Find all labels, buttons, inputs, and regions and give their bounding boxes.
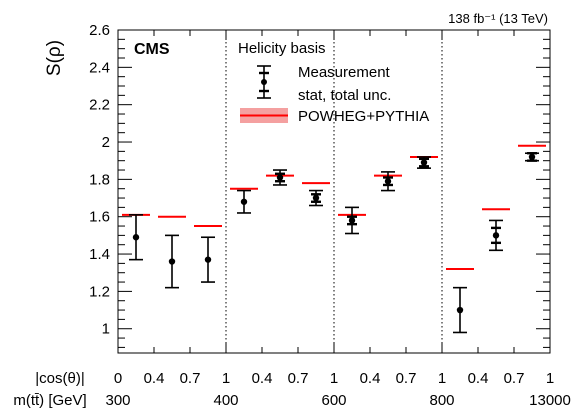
mass-edge-label: 400 — [213, 392, 238, 409]
measurement-point — [453, 286, 467, 334]
cms-label: CMS — [134, 41, 170, 58]
mass-edge-label: 13000 — [529, 392, 571, 409]
cos-theta-tick-label: 0.4 — [360, 370, 381, 387]
measurement-dot — [492, 232, 500, 239]
measurement-point — [129, 214, 143, 261]
y-tick-label: 1 — [102, 321, 110, 338]
cos-theta-tick-label: 0.4 — [144, 370, 165, 387]
y-tick-label: 2 — [102, 134, 110, 151]
y-axis: 1 1.2 1.4 1.6 1.8 2 2.2 2.4 2.6 — [89, 22, 550, 348]
lumi-label: 138 fb⁻¹ (13 TeV) — [448, 11, 548, 26]
measurement-dot — [168, 258, 176, 265]
legend-prediction-label: POWHEG+PYTHIA — [298, 108, 429, 125]
legend-measurement-label: Measurement — [298, 64, 391, 81]
cos-theta-tick-label: 0.7 — [396, 370, 417, 387]
cos-theta-tick-label: 0.7 — [180, 370, 201, 387]
measurement-dot — [204, 256, 212, 263]
y-tick-label: 1.8 — [89, 171, 110, 188]
measurement-dot — [348, 217, 356, 224]
cos-theta-tick-label: 0.4 — [468, 370, 489, 387]
measurement-point — [345, 206, 359, 235]
cos-theta-tick-label: 0.7 — [504, 370, 525, 387]
y-tick-label: 1.6 — [89, 209, 110, 226]
basis-label: Helicity basis — [238, 40, 326, 57]
y-tick-label: 2.6 — [89, 22, 110, 39]
cos-theta-tick-label: 1 — [438, 370, 446, 387]
measurement-point — [381, 171, 395, 192]
y-tick-label: 2.4 — [89, 59, 110, 76]
mass-edge-label: 600 — [321, 392, 346, 409]
cos-theta-tick-label: 0 — [114, 370, 122, 387]
cos-theta-tick-label: 1 — [330, 370, 338, 387]
y-tick-label: 1.4 — [89, 246, 110, 263]
mass-edge-label: 300 — [105, 392, 130, 409]
y-tick-label: 2.2 — [89, 97, 110, 114]
mass-edge-label: 800 — [429, 392, 454, 409]
cos-theta-tick-label: 1 — [546, 370, 554, 387]
measurement-point — [309, 189, 323, 207]
x-axis: 0 0.4 0.7 1 0.4 0.7 1 0.4 0.7 1 0.4 0.7 1 300 400 600 80… — [105, 30, 571, 409]
y-axis-label: S(ρ) — [44, 40, 65, 76]
legend-measurement-marker — [257, 65, 271, 99]
row2-label: m(tt̄) [GeV] — [13, 392, 86, 409]
measurement-dot — [528, 153, 536, 161]
mass-separators — [225, 30, 443, 353]
measurement-dot — [312, 194, 320, 202]
measurement-series — [129, 152, 539, 334]
measurement-point — [273, 169, 287, 186]
measurement-point — [237, 189, 251, 214]
measurement-point — [417, 156, 431, 169]
measurement-dot — [240, 198, 248, 205]
measurement-point — [525, 152, 539, 162]
cos-theta-tick-label: 0.4 — [252, 370, 273, 387]
measurement-dot — [456, 306, 464, 314]
row1-label: |cos(θ)| — [35, 370, 84, 387]
measurement-dot — [420, 159, 428, 166]
measurement-dot — [276, 174, 284, 181]
measurement-point — [489, 219, 503, 252]
legend: Measurement stat, total unc. POWHEG+PYTH… — [240, 64, 429, 125]
measurement-point — [165, 234, 179, 289]
measurement-dot — [132, 234, 140, 241]
measurement-dot — [384, 178, 392, 185]
cos-theta-tick-label: 0.7 — [288, 370, 309, 387]
cos-theta-tick-label: 1 — [222, 370, 230, 387]
y-tick-label: 1.2 — [89, 283, 110, 300]
measurement-point — [201, 236, 215, 283]
legend-unc-label: stat, total unc. — [298, 87, 391, 104]
